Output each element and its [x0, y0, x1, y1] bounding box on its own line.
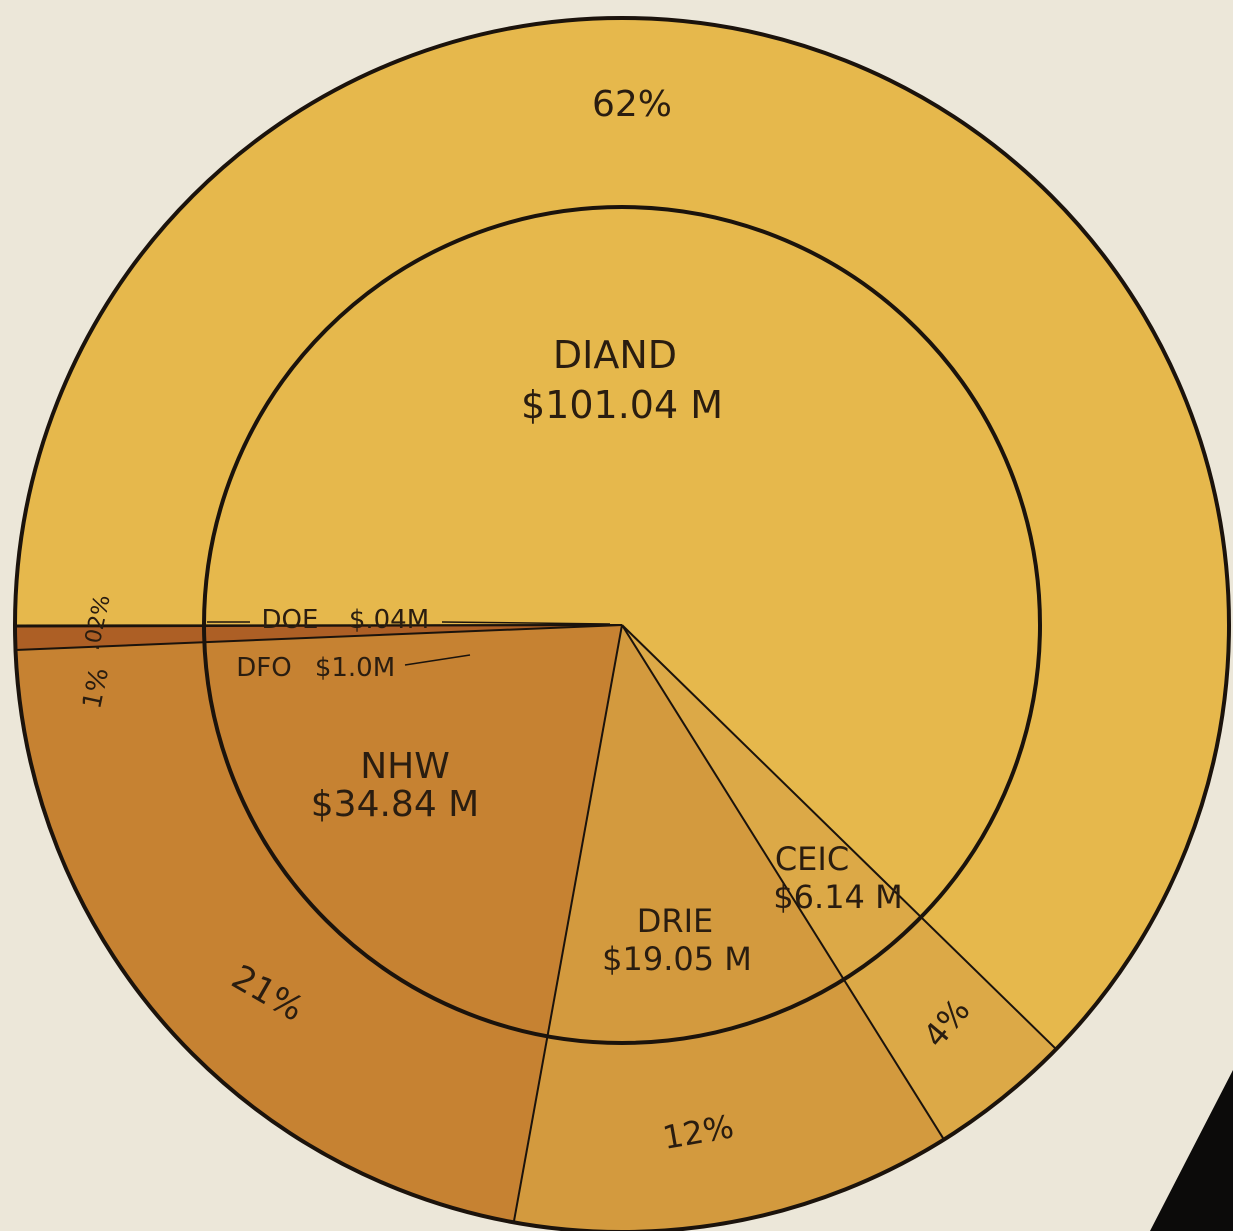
corner-dark-shape — [1150, 1070, 1233, 1231]
slice-drie — [513, 625, 944, 1231]
label-ceic: CEIC — [775, 840, 849, 878]
amount-diand: $101.04 M — [521, 383, 723, 427]
percent-diand: 62% — [592, 84, 672, 125]
leader-doe — [441, 621, 611, 625]
label-doe: DOE — [262, 605, 319, 635]
divider-drie — [621, 624, 945, 1141]
amount-nhw: $34.84 M — [311, 784, 479, 825]
leader-dfo — [404, 654, 471, 666]
leader-lines — [207, 621, 611, 666]
divider-dfo — [15, 624, 623, 651]
amount-dfo: $1.0M — [315, 653, 395, 683]
amount-drie: $19.05 M — [602, 940, 752, 978]
outer-ring-outline — [13, 16, 1231, 1231]
divider-doe — [14, 624, 623, 628]
label-drie: DRIE — [637, 902, 714, 940]
slice-dividers — [14, 624, 1057, 1223]
label-diand: DIAND — [553, 333, 677, 377]
slice-nhw — [15, 625, 622, 1223]
label-nhw: NHW — [360, 746, 450, 787]
label-dfo: DFO — [236, 653, 291, 683]
amount-ceic: $6.14 M — [773, 878, 902, 916]
divider-nhw — [512, 624, 623, 1223]
divider-ceic — [621, 624, 1057, 1050]
slice-labels: DIAND$101.04 M62%CEIC$6.14 M4%DRIE$19.05… — [77, 84, 977, 1157]
slice-ceic — [622, 625, 1057, 1140]
slice-diand — [14, 18, 1229, 1050]
amount-doe: $.04M — [349, 605, 429, 635]
inner-ring-outline — [202, 205, 1042, 1045]
